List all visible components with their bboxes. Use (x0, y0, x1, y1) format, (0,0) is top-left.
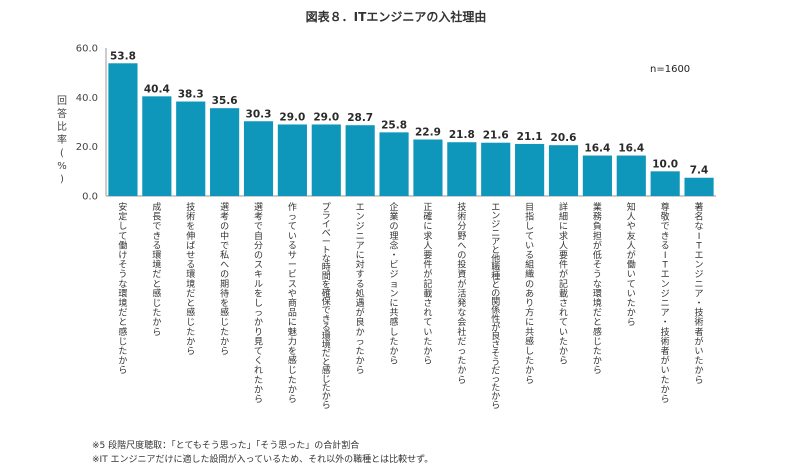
bar (515, 143, 545, 196)
bar (142, 96, 172, 196)
bar-value-label: 25.8 (381, 119, 407, 131)
bar-value-label: 29.0 (279, 111, 305, 123)
bar (108, 63, 138, 196)
bar (548, 145, 579, 196)
x-category-label: 技術分野への投資が活発な会社だったから (457, 201, 466, 386)
bar-value-label: 40.4 (144, 83, 170, 95)
x-category-label: プライベートな時間を確保できる環境だと感じたから (322, 202, 331, 411)
x-category-label: 技術を伸ばせる環境だと感じたから (186, 201, 195, 357)
bar-value-label: 35.6 (212, 95, 238, 107)
x-category-label: 成長できる環境だと感じたから (152, 201, 161, 338)
bar (210, 108, 240, 196)
bar-value-label: 38.3 (178, 89, 204, 101)
bar-value-label: 30.3 (246, 108, 272, 120)
y-tick-label: 60.0 (76, 44, 98, 55)
bar-value-label: 20.6 (551, 132, 577, 144)
bar-chart: 0.0 20.0 40.0 60.0 53.8 安定して働けそうな環境だと感じたから 40.… (76, 44, 716, 411)
bar-value-label: 29.0 (313, 111, 339, 123)
y-axis-label: 回答比率(%) (57, 96, 67, 185)
bar (277, 124, 307, 196)
y-tick-label: 40.0 (76, 93, 98, 104)
x-category-label: 詳細に求人要件が記載されていたから (559, 201, 568, 367)
bar-value-label: 53.8 (110, 50, 136, 62)
x-category-label: 知人や友人が働いていたから (627, 201, 636, 328)
bar-value-label: 16.4 (584, 143, 610, 155)
bar-value-label: 21.6 (483, 130, 509, 142)
y-tick-label: 20.0 (76, 142, 98, 153)
footnote-scope: ※IT エンジニアだけに適した設問が入っているため、それ以外の職種とは比較せず。 (92, 455, 434, 465)
sample-size-label: n=1600 (650, 64, 691, 75)
x-category-label: 作っているサービスや商品に魅力を感じたから (288, 201, 297, 405)
bar (345, 125, 375, 196)
x-category-label: 目指している組織のあり方に共感したから (525, 202, 534, 386)
bar (243, 121, 274, 196)
x-category-label: エンジニアと他職種との関係性が良さそうだったから (491, 203, 500, 411)
x-category-label: 著名な I T エンジニア・技術者がいたから (695, 201, 704, 386)
bar (176, 101, 206, 196)
bar (582, 155, 612, 196)
bar-value-label: 28.7 (347, 112, 373, 124)
bar (379, 132, 409, 196)
x-category-label: エンジニアに対する処遇が良かったから (356, 203, 365, 376)
x-category-label: 尊敬できる I T エンジニア・技術者がいたから (661, 201, 670, 405)
bar (481, 142, 511, 196)
x-category-label: 選考で自分のスキルをしっかり見てくれたから (254, 202, 263, 405)
bar (684, 177, 714, 196)
bar-value-label: 21.8 (449, 129, 475, 141)
x-category-label: 業務負担が低そうな環境だと感じたから (593, 201, 602, 376)
bar (413, 139, 443, 196)
x-category-label: 企業の理念・ビジョンに共感したから (390, 201, 399, 367)
y-tick-label: 0.0 (82, 192, 98, 203)
bar-value-label: 21.1 (517, 131, 543, 143)
bar-value-label: 22.9 (415, 127, 441, 139)
chart-title: 図表８．ITエンジニアの入社理由 (305, 10, 487, 24)
bar (311, 124, 341, 196)
bar-value-label: 16.4 (618, 143, 644, 155)
x-category-label: 安定して働けそうな環境だと感じたから (118, 201, 127, 376)
bar-value-label: 10.0 (652, 158, 678, 170)
footnote-scale: ※5 段階尺度聴取：「とてもそう思った」「そう思った」の合計割合 (92, 441, 360, 451)
bar (616, 155, 646, 196)
bar (447, 142, 477, 196)
bar (650, 171, 680, 196)
bar-value-label: 7.4 (690, 165, 709, 177)
x-category-label: 選考の中で私への期待を感じたから (220, 202, 229, 357)
x-category-label: 正確に求人要件が記載されていたから (423, 203, 432, 367)
